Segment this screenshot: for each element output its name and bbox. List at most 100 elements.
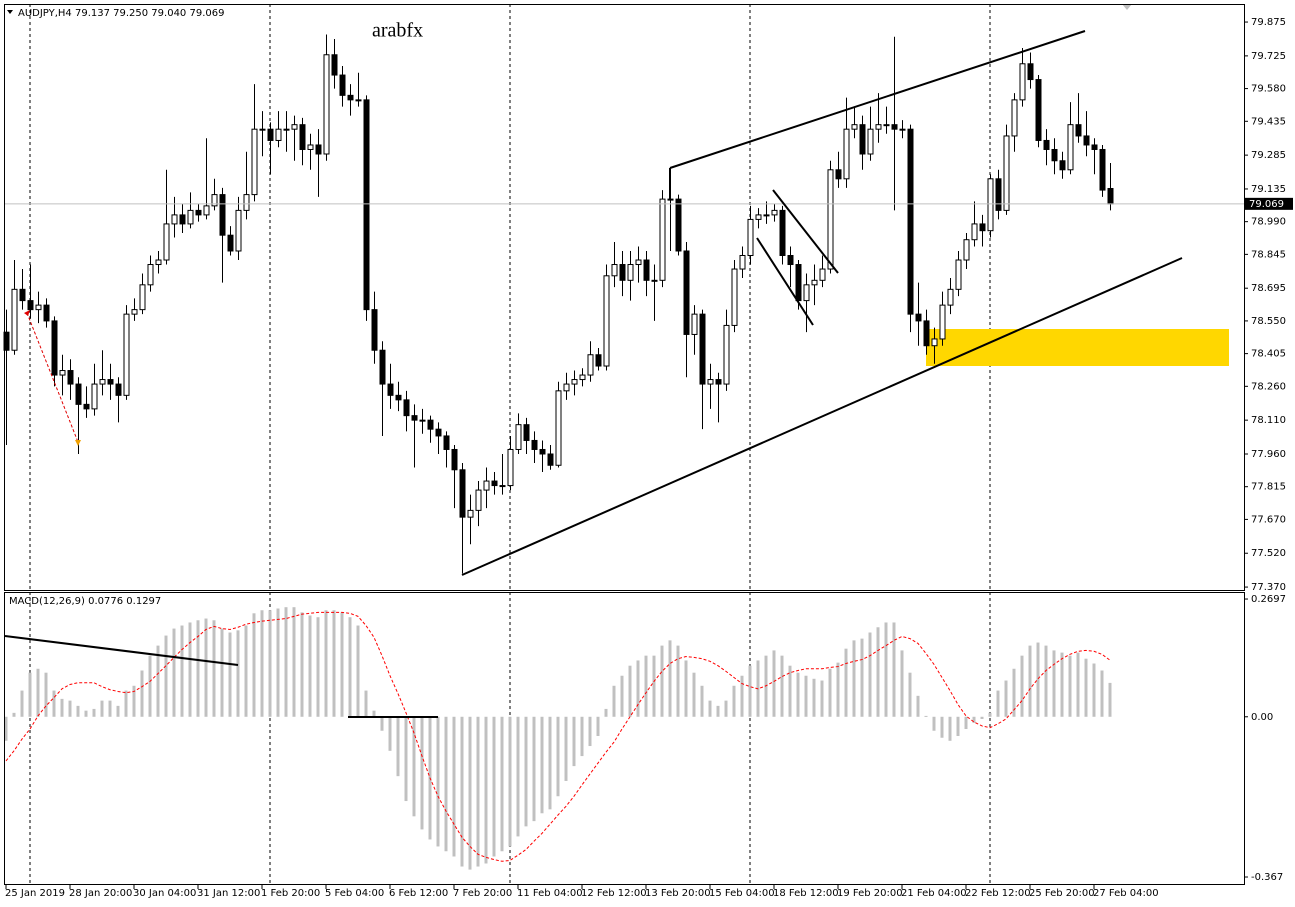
candle-body <box>187 209 194 225</box>
candle-body <box>507 448 514 487</box>
macd-histogram-bar <box>260 610 264 717</box>
y-tick-label: 0.00 <box>1251 712 1273 723</box>
macd-histogram-bar <box>1012 668 1016 717</box>
macd-histogram-bar <box>396 716 400 777</box>
macd-histogram-bar <box>284 607 288 717</box>
macd-histogram-bar <box>340 612 344 717</box>
macd-histogram-bar <box>612 685 616 717</box>
macd-histogram-bar <box>348 617 352 717</box>
macd-histogram-bar <box>196 620 200 717</box>
candle-body <box>107 379 114 385</box>
candle-body <box>459 469 466 518</box>
macd-histogram-bar <box>1020 655 1024 717</box>
macd-histogram-bar <box>1108 682 1112 717</box>
price-panel <box>4 4 1245 591</box>
y-tick-label: 78.405 <box>1251 349 1286 360</box>
candle-body <box>331 54 338 76</box>
macd-histogram-bar <box>500 716 504 852</box>
x-tick-label: 19 Feb 20:00 <box>837 888 903 899</box>
macd-histogram-bar <box>580 716 584 757</box>
candle-body <box>307 144 314 150</box>
shift-marker <box>1122 4 1132 10</box>
macd-histogram-bar <box>460 716 464 867</box>
x-tick-label: 11 Feb 04:00 <box>517 888 583 899</box>
candle-body <box>235 209 242 252</box>
macd-histogram-bar <box>1068 655 1072 717</box>
macd-histogram-bar <box>556 716 560 797</box>
candle-body <box>683 250 690 335</box>
y-tick-label: 77.520 <box>1251 548 1286 559</box>
y-tick-label: 79.435 <box>1251 116 1286 127</box>
x-tick-label: 25 Jan 2019 <box>5 888 65 899</box>
candle-body <box>1107 188 1114 205</box>
candle-body <box>267 128 274 141</box>
macd-histogram-bar <box>420 716 424 830</box>
macd-histogram-bar <box>852 640 856 717</box>
candle-body <box>1027 63 1034 81</box>
macd-histogram-bar <box>532 716 536 822</box>
macd-histogram-bar <box>124 690 128 717</box>
macd-histogram-bar <box>484 716 488 864</box>
candle-body <box>739 254 746 270</box>
macd-histogram-bar <box>68 700 72 717</box>
y-tick-label: 79.135 <box>1251 184 1286 195</box>
macd-histogram-bar <box>588 716 592 747</box>
menu-triangle <box>7 10 13 14</box>
macd-histogram-bar <box>116 705 120 717</box>
candle-body <box>579 374 586 381</box>
macd-histogram-bar <box>1052 650 1056 717</box>
candle-body <box>163 223 170 261</box>
candle-body <box>963 239 970 261</box>
candle-body <box>99 379 106 385</box>
macd-histogram-bar <box>652 655 656 717</box>
candle-body <box>731 268 738 326</box>
candle-body <box>451 448 458 471</box>
macd-histogram-bar <box>1100 670 1104 717</box>
macd-histogram-bar <box>60 698 64 717</box>
candle-body <box>811 279 818 286</box>
macd-histogram-bar <box>100 700 104 717</box>
x-tick-label: 30 Jan 04:00 <box>133 888 196 899</box>
candle-body <box>1035 79 1042 141</box>
candle-body <box>219 194 226 236</box>
macd-histogram-bar <box>412 716 416 817</box>
candle-body <box>875 124 882 130</box>
candle-body <box>627 264 634 281</box>
candle-body <box>1051 148 1058 162</box>
macd-histogram-bar <box>572 716 576 767</box>
y-tick-label: -0.367 <box>1251 872 1283 883</box>
macd-histogram-bar <box>1044 645 1048 717</box>
macd-histogram-bar <box>92 708 96 717</box>
macd-histogram-bar <box>948 716 952 741</box>
candle-body <box>563 383 570 392</box>
y-tick-label: 77.370 <box>1251 582 1286 593</box>
candle-body <box>131 309 138 315</box>
macd-histogram-bar <box>1084 658 1088 717</box>
macd-histogram-bar <box>188 622 192 717</box>
macd-histogram-bar <box>308 615 312 717</box>
candle-body <box>251 128 258 196</box>
candle-body <box>675 198 682 252</box>
macd-histogram-bar <box>940 716 944 738</box>
candle-body <box>299 124 306 150</box>
macd-histogram-bar <box>292 607 296 717</box>
x-tick-label: 12 Feb 12:00 <box>581 888 647 899</box>
macd-histogram-bar <box>956 716 960 736</box>
candle-body <box>643 259 650 281</box>
macd-histogram-bar <box>244 625 248 717</box>
current-price-label: 79.069 <box>1249 199 1284 210</box>
candle-body <box>1059 160 1066 171</box>
macd-histogram-bar <box>740 675 744 717</box>
macd-histogram-bar <box>772 650 776 717</box>
macd-histogram-bar <box>1028 645 1032 717</box>
macd-histogram-bar <box>932 716 936 731</box>
macd-histogram-bar <box>452 716 456 857</box>
candle-body <box>747 218 754 256</box>
x-tick-label: 21 Feb 04:00 <box>901 888 967 899</box>
macd-histogram-bar <box>268 610 272 717</box>
candle-body <box>171 214 178 225</box>
macd-histogram-bar <box>540 716 544 814</box>
y-tick-label: 79.875 <box>1251 17 1286 28</box>
candle-body <box>315 144 322 155</box>
